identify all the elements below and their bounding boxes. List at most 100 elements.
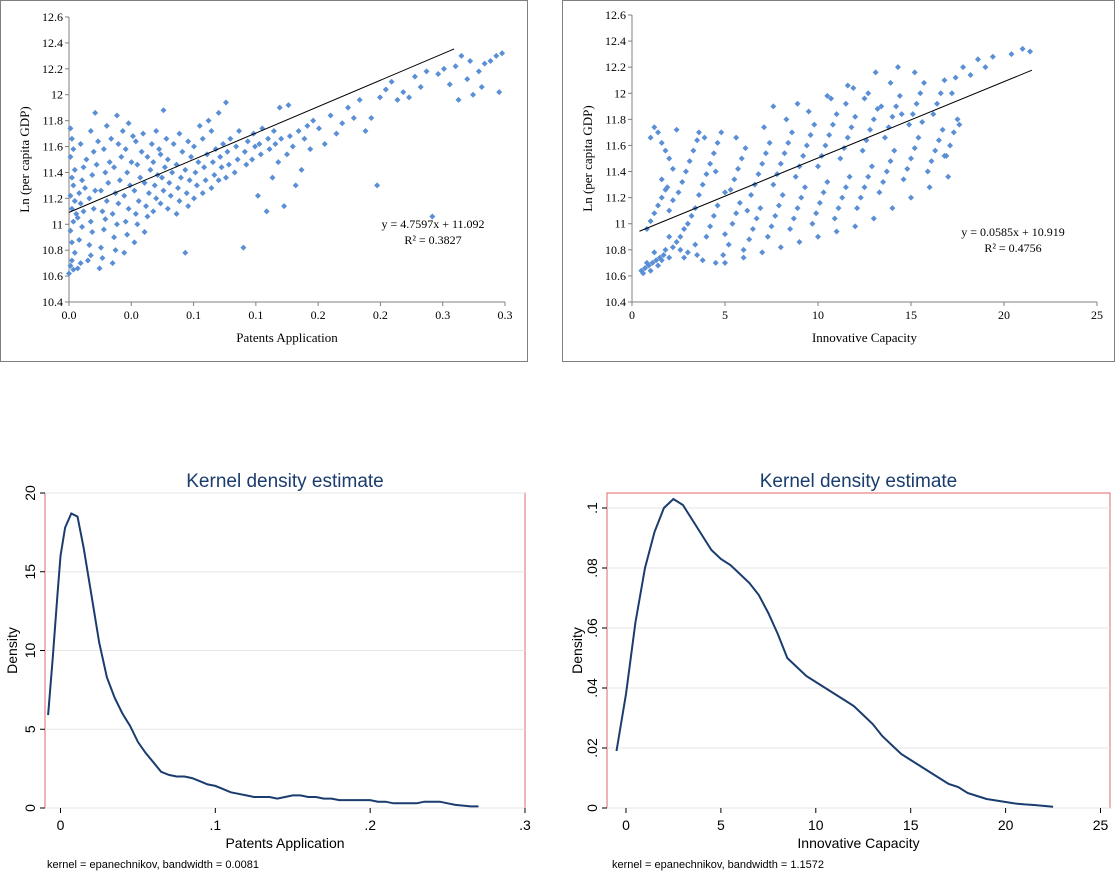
data-point: [707, 160, 714, 167]
data-point: [263, 208, 270, 215]
data-point: [656, 254, 663, 261]
data-point: [939, 126, 946, 133]
data-point: [655, 202, 662, 209]
data-point: [735, 165, 742, 172]
data-point: [234, 156, 241, 163]
y-tick-label: 12.2: [42, 62, 63, 76]
data-point: [904, 165, 911, 172]
data-point: [224, 148, 231, 155]
data-point: [932, 147, 939, 154]
trendline-equation: y = 0.0585x + 10.919: [961, 225, 1065, 239]
chart-title: Kernel density estimate: [186, 471, 384, 492]
data-point: [285, 102, 292, 109]
data-point: [182, 166, 189, 173]
data-point: [167, 192, 174, 199]
data-point: [736, 199, 743, 206]
x-axis-label: Patents Application: [225, 835, 344, 851]
data-point: [722, 231, 728, 238]
data-point: [872, 69, 879, 76]
data-point: [284, 151, 290, 158]
data-point: [89, 172, 96, 179]
data-point: [913, 100, 920, 107]
data-point: [921, 79, 928, 86]
y-tick-label: 10.8: [42, 243, 63, 257]
data-point: [440, 65, 447, 72]
data-point: [83, 156, 90, 163]
y-tick-label: 11.2: [605, 191, 626, 205]
data-point: [157, 151, 164, 158]
x-tick-label: .2: [364, 817, 376, 833]
data-point: [664, 184, 671, 191]
x-tick-label: 0.2: [311, 308, 326, 322]
data-point: [952, 74, 959, 81]
data-point: [744, 207, 751, 214]
data-point: [339, 120, 346, 127]
data-point: [647, 267, 654, 274]
y-tick-label: 12.4: [605, 34, 626, 48]
data-point: [762, 150, 769, 157]
data-point: [669, 197, 676, 204]
data-point: [281, 203, 288, 210]
data-point: [833, 111, 840, 118]
data-point: [731, 176, 738, 183]
data-point: [775, 202, 782, 209]
data-point: [729, 220, 736, 227]
data-point: [417, 83, 424, 90]
data-point: [761, 124, 768, 131]
data-point: [908, 155, 914, 162]
data-point: [839, 194, 846, 201]
data-point: [714, 202, 721, 209]
data-point: [144, 213, 151, 220]
data-point: [141, 229, 148, 236]
data-point: [111, 234, 118, 241]
data-point: [68, 135, 75, 142]
data-point: [805, 108, 812, 115]
r-squared-label: R² = 0.4756: [984, 241, 1041, 255]
kernel-note: kernel = epanechnikov, bandwidth = 0.008…: [47, 859, 259, 871]
data-point: [79, 177, 86, 184]
data-point: [185, 138, 192, 145]
kde-chart-patents: Kernel density estimate 0 5 10 15 20 0 .1 .2 .3 Pa…: [4, 471, 531, 871]
data-point: [475, 68, 482, 75]
data-point: [740, 246, 747, 253]
data-point: [655, 262, 662, 269]
data-point: [127, 182, 134, 189]
x-tick-label: 25: [1093, 817, 1109, 833]
data-point: [727, 186, 734, 193]
y-tick-label: 20: [22, 485, 38, 501]
data-point: [699, 257, 706, 264]
data-point: [876, 189, 883, 196]
data-point: [124, 169, 131, 176]
data-point: [124, 231, 131, 238]
data-point: [824, 92, 831, 99]
x-tick-label: 0.0: [124, 308, 139, 322]
data-point: [647, 134, 654, 141]
y-tick-label: 12.6: [42, 10, 63, 24]
y-tick-label: 0: [22, 804, 38, 812]
data-point: [499, 50, 506, 57]
data-point: [132, 210, 139, 217]
data-point: [208, 185, 215, 191]
x-tick-label: 5: [722, 308, 728, 322]
data-point: [759, 160, 766, 167]
chart-border: [562, 0, 1115, 362]
data-point: [764, 233, 771, 240]
data-point: [684, 220, 691, 227]
data-point: [99, 208, 106, 215]
data-point: [87, 128, 94, 134]
data-point: [478, 83, 485, 90]
data-point: [660, 252, 667, 259]
data-point: [201, 164, 208, 171]
data-point: [131, 187, 138, 194]
y-tick-label: 10: [22, 643, 38, 659]
data-point: [100, 146, 107, 153]
data-point: [865, 173, 872, 180]
data-point: [241, 148, 248, 155]
data-point: [883, 168, 890, 175]
data-point: [388, 78, 395, 85]
data-point: [182, 249, 189, 256]
data-point: [74, 265, 81, 272]
x-tick-label: 0.1: [186, 308, 201, 322]
data-point: [688, 212, 695, 219]
data-point: [315, 125, 322, 132]
